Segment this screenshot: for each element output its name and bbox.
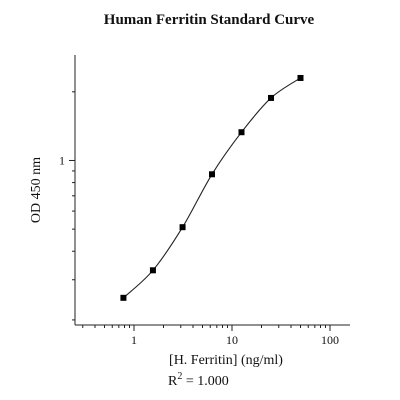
y-axis-label: OD 450 nm <box>29 157 44 223</box>
data-points <box>120 74 304 301</box>
r-squared-prefix: R <box>168 374 178 389</box>
y-tick-label: 1 <box>59 153 65 167</box>
r-squared-superscript: 2 <box>177 371 182 382</box>
chart-title: Human Ferritin Standard Curve <box>104 12 315 28</box>
tick-labels: 1 10 100 1 <box>59 153 339 347</box>
data-point <box>149 267 156 274</box>
data-point <box>179 224 186 231</box>
data-point <box>297 74 304 81</box>
x-axis-label: [H. Ferritin] (ng/ml) <box>169 353 283 368</box>
axes <box>74 55 350 326</box>
x-tick-label: 100 <box>321 333 339 347</box>
r-squared-value: = 1.000 <box>182 374 228 389</box>
fit-curve <box>123 77 301 299</box>
data-point <box>208 171 215 178</box>
tick-marks <box>69 91 331 331</box>
data-point <box>238 129 245 136</box>
x-tick-label: 1 <box>131 333 137 347</box>
r-squared-annotation: R2 = 1.000 <box>168 371 229 389</box>
data-point <box>267 94 274 101</box>
data-point <box>120 294 127 301</box>
x-tick-label: 10 <box>226 333 238 347</box>
